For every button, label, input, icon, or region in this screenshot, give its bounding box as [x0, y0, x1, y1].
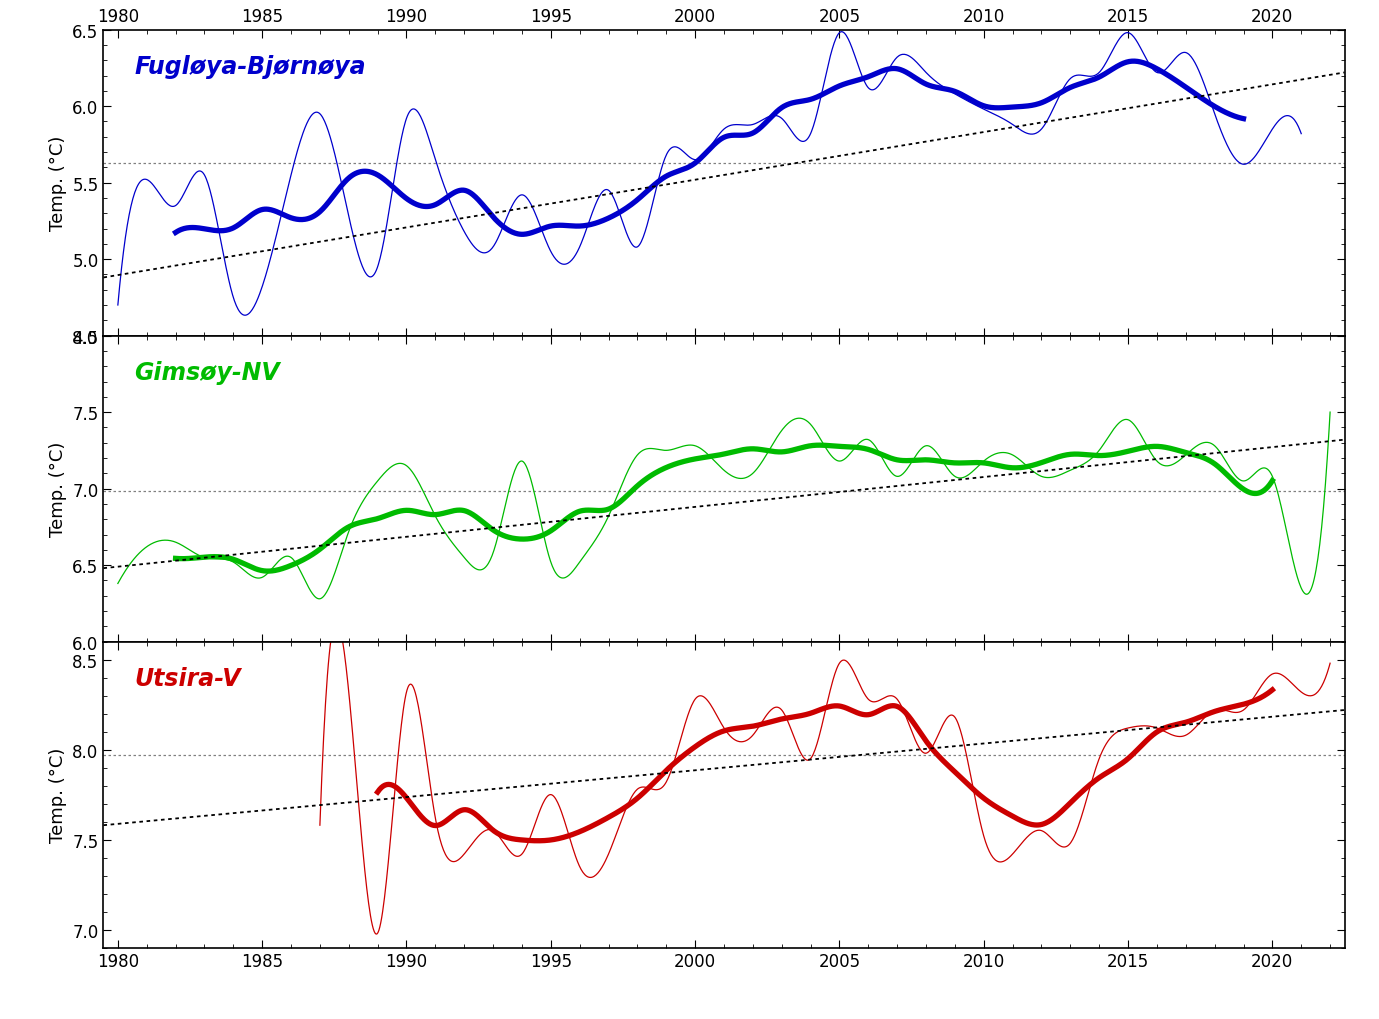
- Y-axis label: Temp. (°C): Temp. (°C): [48, 441, 66, 537]
- Y-axis label: Temp. (°C): Temp. (°C): [48, 747, 66, 843]
- Text: Utsira-V: Utsira-V: [134, 666, 241, 691]
- Text: Fugløya-Bjørnøya: Fugløya-Bjørnøya: [134, 55, 365, 79]
- Y-axis label: Temp. (°C): Temp. (°C): [48, 136, 66, 231]
- Text: Gimsøy-NV: Gimsøy-NV: [134, 361, 280, 385]
